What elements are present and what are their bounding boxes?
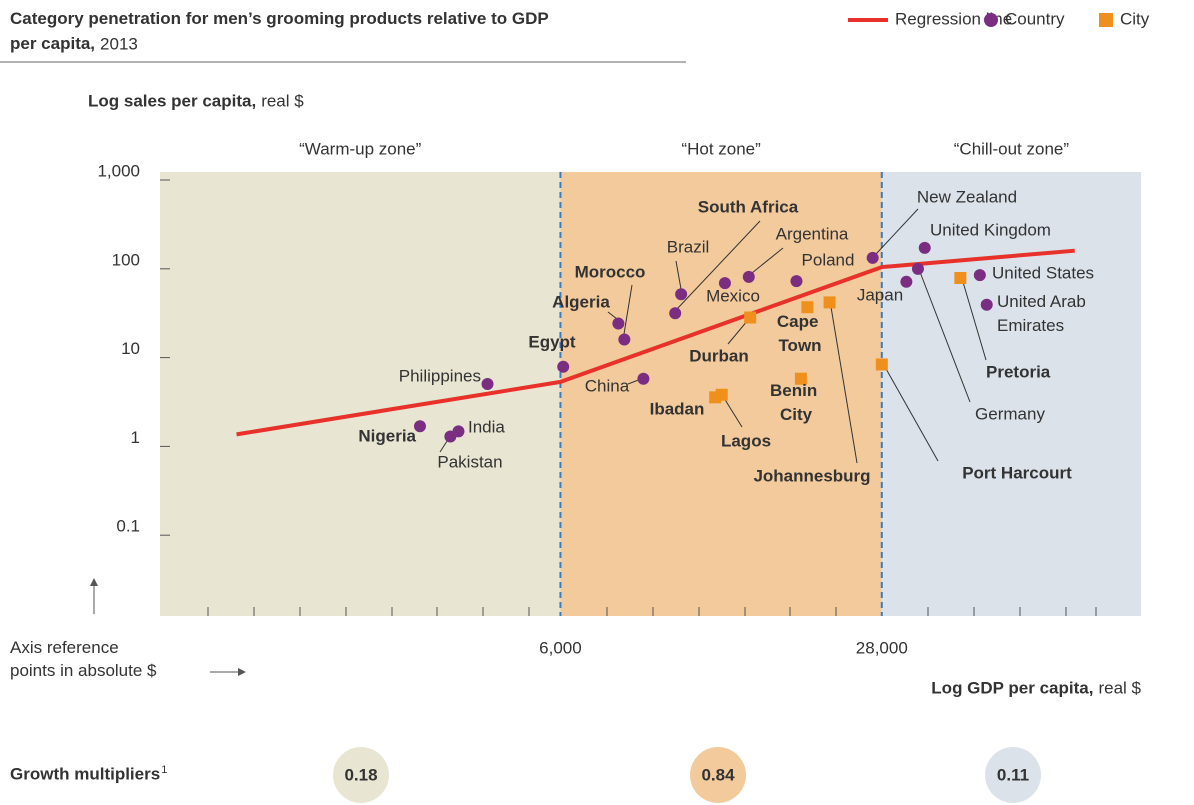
chart-title: Category penetration for men’s grooming … xyxy=(10,9,553,53)
leader-line xyxy=(875,208,919,255)
leader-line xyxy=(884,366,939,462)
point-label: Germany xyxy=(975,404,1045,423)
point-label: Egypt xyxy=(528,332,576,351)
country-point xyxy=(973,269,986,282)
zone-label: “Hot zone” xyxy=(681,139,761,158)
country-point xyxy=(637,372,650,385)
leader-line xyxy=(676,220,761,310)
y-tick-label: 1 xyxy=(131,428,140,447)
country-point xyxy=(918,241,931,254)
chart-subtitle: 2013 xyxy=(100,34,138,53)
country-point xyxy=(790,275,803,288)
city-point xyxy=(823,296,836,309)
point-label: Nigeria xyxy=(358,426,416,445)
point-label: Philippines xyxy=(399,366,481,385)
point-label: Algeria xyxy=(552,292,610,311)
zone xyxy=(160,172,561,616)
footnote-marker: 1 xyxy=(161,764,167,776)
point-label: United Kingdom xyxy=(930,220,1051,239)
point-label: New Zealand xyxy=(917,187,1017,206)
leader-line xyxy=(830,306,858,464)
country-point xyxy=(980,298,993,311)
growth-circle xyxy=(333,747,389,803)
country-point xyxy=(557,360,570,373)
leader-line xyxy=(675,260,682,290)
y-tick-label: 1,000 xyxy=(97,161,140,180)
point-label: Durban xyxy=(689,346,749,365)
city-point xyxy=(715,388,728,401)
point-label: Lagos xyxy=(721,431,771,450)
y-tick-label: 100 xyxy=(112,250,140,269)
point-label: Morocco xyxy=(575,262,646,281)
country-point xyxy=(742,270,755,283)
growth-circle xyxy=(985,747,1041,803)
zone-label: “Chill-out zone” xyxy=(954,139,1070,158)
point-label: Argentina xyxy=(776,224,849,243)
regression-line xyxy=(236,248,1075,437)
arrow-head xyxy=(238,668,246,676)
city-point xyxy=(794,372,807,385)
point-label: Port Harcourt xyxy=(962,463,1072,482)
x-axis-unit: real $ xyxy=(1098,678,1141,697)
point-label: Ibadan xyxy=(650,399,705,418)
point-label: Mexico xyxy=(706,286,760,305)
point-label: Japan xyxy=(857,285,903,304)
point-label: Cape Town xyxy=(777,312,823,355)
legend-circle xyxy=(984,13,998,27)
country-point xyxy=(669,307,682,320)
city-point xyxy=(744,311,757,324)
country-point xyxy=(481,377,494,390)
country-point xyxy=(413,420,426,433)
city-point xyxy=(875,358,888,371)
point-label: Poland xyxy=(802,250,855,269)
x-axis-label: Log GDP per capita, xyxy=(931,678,1093,697)
leader-line xyxy=(723,397,743,428)
point-label: Pakistan xyxy=(437,452,502,471)
country-point xyxy=(452,425,465,438)
y-axis-unit: real $ xyxy=(261,91,304,110)
country-point xyxy=(866,251,879,264)
growth-value: 0.84 xyxy=(701,765,735,784)
point-label: Pretoria xyxy=(986,362,1051,381)
point-label: China xyxy=(585,376,630,395)
country-point xyxy=(612,317,625,330)
point-label: India xyxy=(468,417,505,436)
leader-line xyxy=(962,281,987,361)
point-label: United States xyxy=(992,263,1094,282)
point-label: South Africa xyxy=(698,197,799,216)
leader-line xyxy=(623,284,633,335)
leader-line xyxy=(607,311,618,320)
legend-label: Country xyxy=(1005,9,1065,28)
leader-line xyxy=(919,271,971,403)
arrow-head xyxy=(90,578,98,586)
x-reference-label: Axis reference points in absolute $ xyxy=(10,638,157,680)
y-tick-label: 10 xyxy=(121,339,140,358)
growth-value: 0.11 xyxy=(997,765,1029,784)
growth-circle xyxy=(690,747,746,803)
x-tick-label: 6,000 xyxy=(539,638,582,657)
country-point xyxy=(900,275,913,288)
point-label: United Arab Emirates xyxy=(997,292,1091,335)
x-tick-label: 28,000 xyxy=(856,638,908,657)
city-point xyxy=(801,301,814,314)
legend-square xyxy=(1099,13,1113,27)
city-point xyxy=(954,272,967,285)
country-point xyxy=(618,333,631,346)
y-axis-label: Log sales per capita, xyxy=(88,91,256,110)
point-label: Benin City xyxy=(770,381,822,424)
growth-value: 0.18 xyxy=(344,765,377,784)
point-label: Johannesburg xyxy=(753,466,870,485)
country-point xyxy=(675,288,688,301)
growth-label: Growth multipliers xyxy=(10,764,160,783)
legend-label: Regression line xyxy=(895,9,1012,28)
legend-label: City xyxy=(1120,9,1150,28)
y-tick-label: 0.1 xyxy=(116,517,140,536)
country-point xyxy=(911,262,924,275)
point-label: Brazil xyxy=(667,237,710,256)
leader-line xyxy=(751,247,784,274)
country-point xyxy=(718,277,731,290)
leader-line xyxy=(727,319,749,345)
zone-label: “Warm-up zone” xyxy=(299,139,422,158)
